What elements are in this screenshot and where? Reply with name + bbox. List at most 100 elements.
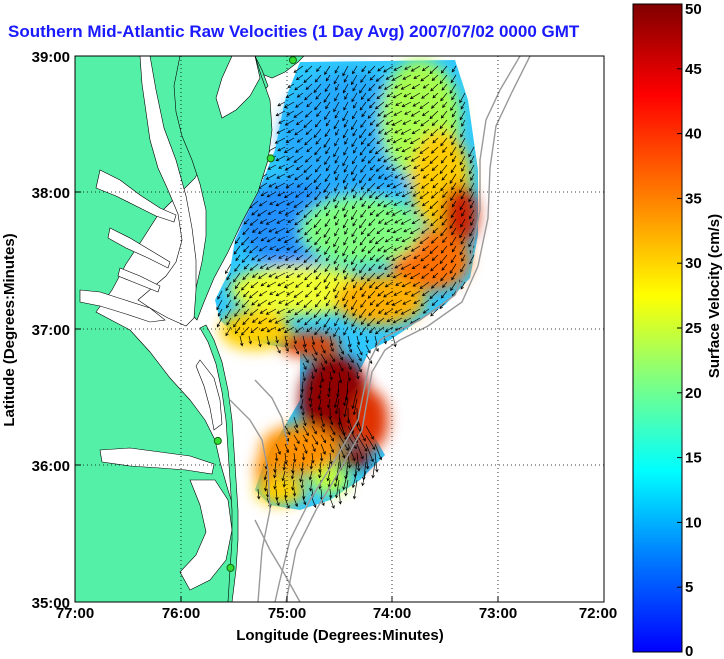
velocity-vector — [342, 470, 349, 491]
velocity-vector — [347, 353, 354, 364]
velocity-vector — [275, 335, 279, 344]
velocity-vector — [442, 146, 448, 154]
land-delmarva — [173, 56, 273, 321]
velocity-vector — [392, 317, 403, 324]
velocity-field — [215, 60, 478, 510]
velocity-vector — [377, 290, 385, 297]
velocity-vector — [243, 245, 250, 253]
velocity-vector — [404, 245, 412, 250]
radar-stations — [213, 56, 297, 572]
velocity-vector — [352, 173, 358, 182]
velocity-vector — [353, 236, 358, 244]
velocity-vector — [459, 92, 466, 104]
velocity-vector — [284, 164, 295, 171]
velocity-vector — [313, 308, 322, 319]
velocity-vector — [293, 65, 304, 73]
velocity-vector — [401, 101, 412, 108]
velocity-vector — [430, 128, 439, 137]
velocity-vector — [343, 164, 349, 173]
velocity-vector — [468, 164, 475, 175]
velocity-vector — [347, 443, 356, 462]
velocity-vector — [314, 146, 322, 156]
velocity-vector — [328, 488, 333, 499]
velocity-vector — [410, 245, 421, 252]
velocity-vector — [316, 200, 322, 207]
velocity-vector — [410, 65, 421, 72]
velocity-vector — [249, 263, 259, 271]
velocity-vector — [430, 308, 439, 317]
velocity-vector — [241, 254, 250, 263]
velocity-vector — [386, 137, 394, 143]
velocity-vector — [343, 101, 349, 111]
velocity-vector — [294, 128, 304, 136]
velocity-vector — [468, 191, 475, 203]
velocity-vector — [306, 101, 313, 108]
velocity-vector — [432, 182, 439, 189]
velocity-vector — [413, 119, 421, 124]
velocity-vector — [432, 137, 439, 144]
velocity-vector — [323, 272, 331, 283]
velocity-vector — [264, 479, 268, 492]
velocity-vector — [431, 254, 439, 262]
velocity-vector — [233, 317, 241, 328]
velocity-vector — [329, 362, 336, 374]
velocity-vector — [356, 443, 364, 460]
map-title: Southern Mid-Atlantic Raw Velocities (1 … — [8, 22, 580, 41]
velocity-vector — [419, 146, 430, 154]
velocity-vector — [368, 308, 376, 317]
velocity-vector — [360, 74, 367, 83]
velocity-vector — [293, 425, 299, 434]
velocity-vector — [285, 227, 295, 233]
velocity-vector — [335, 308, 340, 316]
velocity-vector — [429, 245, 439, 255]
velocity-vector — [235, 254, 241, 262]
velocity-vector — [335, 83, 340, 91]
velocity-vector — [277, 146, 286, 152]
velocity-vector — [393, 155, 403, 161]
velocity-vector — [338, 362, 344, 372]
velocity-vector — [320, 416, 325, 428]
velocity-vector — [383, 200, 394, 208]
velocity-vector — [260, 236, 268, 242]
velocity-vector — [440, 92, 448, 102]
velocity-vector — [242, 227, 250, 236]
velocity-vector — [305, 83, 313, 90]
velocity-vector — [429, 200, 439, 210]
velocity-vector — [468, 236, 475, 248]
velocity-vector — [450, 164, 457, 174]
velocity-vector — [375, 164, 385, 172]
velocity-vector — [361, 290, 367, 298]
velocity-vector — [412, 146, 421, 152]
velocity-vector — [460, 218, 466, 228]
velocity-vector — [225, 263, 232, 275]
velocity-vector — [275, 245, 286, 252]
velocity-vector — [450, 146, 457, 157]
velocity-vector — [274, 182, 286, 189]
velocity-vector — [395, 101, 403, 106]
velocity-vector — [252, 272, 259, 278]
velocity-vector — [410, 200, 421, 207]
velocity-vector — [360, 254, 367, 263]
velocity-vector — [314, 326, 322, 336]
velocity-vector — [329, 353, 336, 363]
velocity-vector — [301, 488, 306, 500]
velocity-vector — [369, 326, 376, 334]
velocity-vector — [460, 263, 466, 273]
velocity-vector — [343, 254, 349, 263]
velocity-vector — [334, 227, 340, 237]
velocity-vector — [383, 290, 394, 298]
velocity-vector — [461, 164, 466, 172]
velocity-vector — [430, 218, 439, 227]
velocity-vector — [233, 272, 241, 283]
velocity-vector — [243, 308, 250, 315]
velocity-vector — [360, 227, 367, 236]
velocity-vector — [431, 209, 439, 217]
velocity-vector — [333, 236, 340, 248]
velocity-vector — [293, 497, 299, 508]
velocity-vector — [302, 371, 306, 382]
velocity-vector — [276, 218, 286, 224]
velocity-vector — [305, 263, 313, 270]
velocity-vector — [308, 470, 313, 481]
velocity-vector — [411, 218, 421, 224]
velocity-vector — [367, 200, 376, 209]
